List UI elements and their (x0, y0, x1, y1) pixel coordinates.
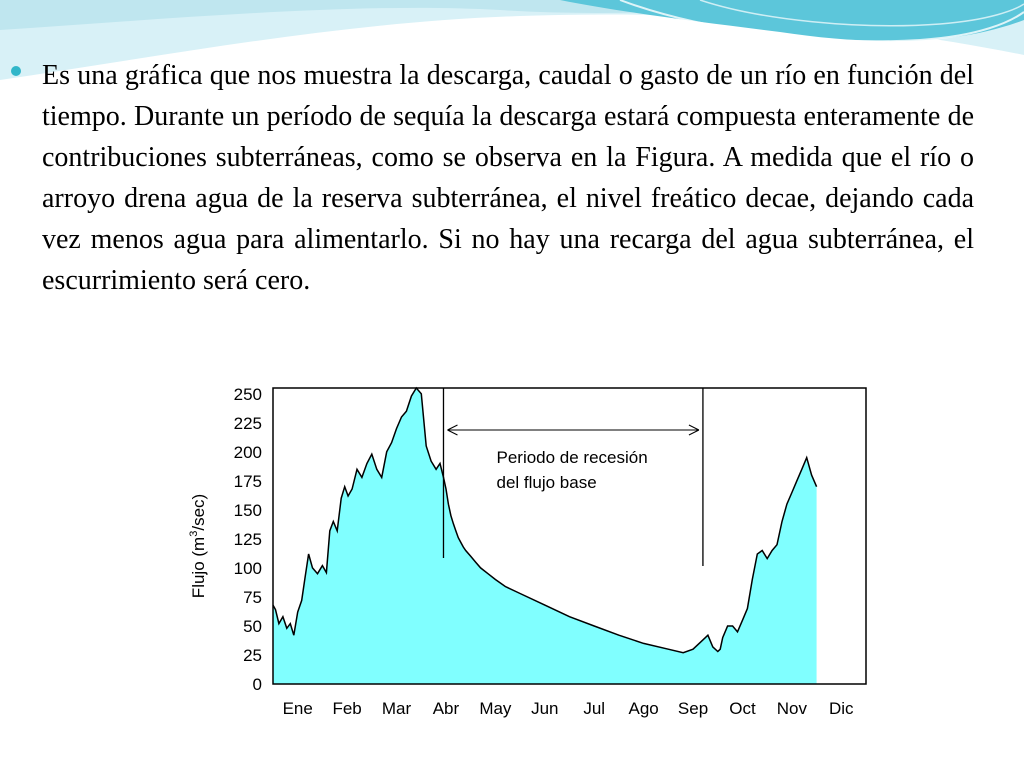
header-wave-dark (560, 0, 1024, 42)
y-tick-label: 175 (234, 472, 262, 491)
x-tick-label: Jul (583, 699, 605, 718)
y-tick-label: 0 (253, 675, 262, 694)
x-tick-label: Dic (829, 699, 854, 718)
y-tick-label: 125 (234, 530, 262, 549)
x-tick-label: Feb (332, 699, 361, 718)
hydrograph-chart: 0 25 50 75 100 125 150 175 200 225 250 Ene Feb Mar Ab… (176, 378, 874, 728)
annotation-text: Periodo de recesión (496, 448, 647, 467)
bullet-icon (11, 66, 21, 76)
y-axis-label: Flujo (m3/sec) (188, 494, 208, 598)
arrow-head-left (447, 424, 458, 436)
x-tick-label: Abr (433, 699, 460, 718)
plot-area (272, 386, 867, 685)
x-tick-label: May (479, 699, 512, 718)
y-tick-labels: 0 25 50 75 100 125 150 175 200 225 250 (234, 385, 262, 694)
flow-line (272, 386, 818, 654)
flow-area (273, 388, 817, 684)
x-tick-label: Mar (382, 699, 412, 718)
y-tick-label: 75 (243, 588, 262, 607)
arrow-head-right (688, 424, 700, 436)
y-tick-label: 25 (243, 646, 262, 665)
x-tick-label: Ago (629, 699, 659, 718)
y-tick-label: 100 (234, 559, 262, 578)
y-axis-label-suffix: /sec) (189, 494, 208, 531)
recession-annotation: Periodo de recesión del flujo base (442, 388, 704, 566)
x-tick-label: Jun (531, 699, 558, 718)
plot-frame (272, 387, 867, 685)
y-tick-label: 150 (234, 501, 262, 520)
body-paragraph: Es una gráfica que nos muestra la descar… (42, 60, 974, 296)
y-axis-label-prefix: Flujo (m (189, 537, 208, 598)
x-tick-label: Ene (283, 699, 313, 718)
x-tick-label: Sep (678, 699, 708, 718)
x-tick-label: Nov (777, 699, 808, 718)
annotation-text: del flujo base (496, 473, 596, 492)
y-tick-label: 225 (234, 414, 262, 433)
y-tick-label: 200 (234, 443, 262, 462)
y-tick-label: 250 (234, 385, 262, 404)
x-tick-labels: Ene Feb Mar Abr May Jun Jul Ago Sep Oct Nov Dic (283, 699, 854, 718)
y-axis-label-superscript: 3 (188, 531, 200, 537)
x-tick-label: Oct (729, 699, 756, 718)
y-tick-label: 50 (243, 617, 262, 636)
